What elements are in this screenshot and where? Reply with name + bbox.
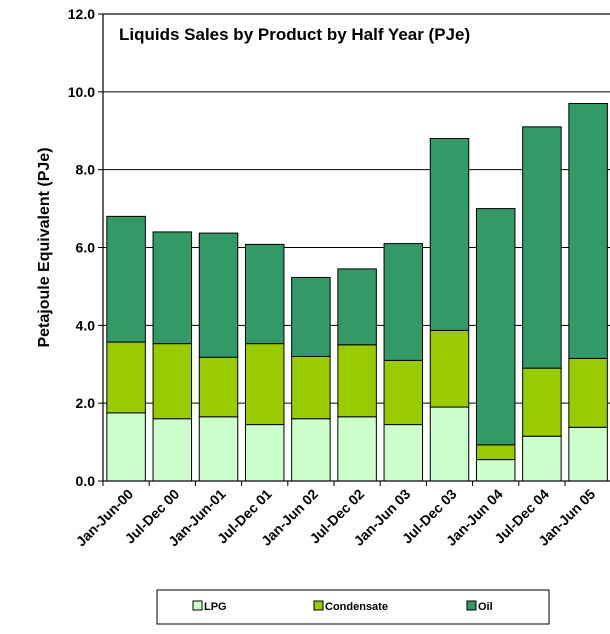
legend-label-lpg: LPG — [204, 601, 227, 613]
chart-title: Liquids Sales by Product by Half Year (P… — [119, 25, 470, 44]
bar-condensate-segment — [522, 367, 562, 437]
legend-label-oil: Oil — [478, 601, 493, 613]
y-tick-label: 10.0 — [68, 84, 95, 100]
bar-oil-segment — [383, 243, 424, 361]
bar-oil-segment — [475, 208, 516, 446]
bar-condensate-segment — [152, 343, 193, 420]
bar-oil-segment — [244, 243, 285, 345]
y-tick-label: 6.0 — [76, 240, 96, 256]
bar-condensate-segment — [106, 341, 146, 414]
bar-condensate-segment — [291, 355, 331, 420]
bar-condensate-segment — [244, 343, 285, 426]
bar-oil-segment — [568, 103, 608, 359]
bar-condensate-segment — [198, 356, 239, 418]
bar-condensate-segment — [429, 329, 470, 408]
bar-condensate-segment — [337, 344, 377, 418]
bar-lpg-segment — [475, 459, 516, 482]
bar-lpg-segment — [568, 426, 608, 482]
legend-swatch-lpg — [192, 600, 203, 611]
bar-lpg-segment — [429, 406, 470, 482]
bar-lpg-segment — [152, 418, 193, 482]
legend-box — [156, 589, 550, 625]
legend-swatch-oil — [466, 600, 477, 611]
legend-swatch-condensate — [313, 600, 324, 611]
bar-oil-segment — [291, 276, 331, 357]
bar-lpg-segment — [291, 418, 331, 482]
y-tick-label: 0.0 — [76, 473, 96, 489]
y-axis-ticks: 0.0 2.0 4.0 6.0 8.0 10.0 12.0 — [68, 6, 103, 489]
bar-oil-segment — [198, 232, 239, 358]
y-tick-label: 4.0 — [76, 317, 96, 333]
bar-lpg-segment — [198, 416, 239, 482]
bar-lpg-segment — [337, 416, 377, 482]
bar-oil-segment — [337, 268, 377, 346]
y-tick-label: 12.0 — [68, 6, 95, 22]
legend-label-condensate: Condensate — [325, 601, 388, 613]
bar-oil-segment — [106, 215, 146, 343]
bar-condensate-segment — [568, 357, 608, 428]
bar-condensate-segment — [383, 359, 424, 426]
bar-lpg-segment — [522, 435, 562, 482]
y-tick-label: 8.0 — [76, 162, 96, 178]
bar-oil-segment — [522, 126, 562, 369]
bar-oil-segment — [152, 231, 193, 345]
bar-lpg-segment — [383, 424, 424, 482]
bar-lpg-segment — [244, 424, 285, 482]
bar-condensate-segment — [475, 444, 516, 461]
bar-lpg-segment — [106, 412, 146, 482]
bar-oil-segment — [429, 138, 470, 331]
y-tick-label: 2.0 — [76, 395, 96, 411]
y-axis-label: Petajoule Equivalent (PJe) — [36, 147, 53, 347]
legend: LPG Condensate Oil — [156, 589, 550, 625]
bar-stacks — [106, 103, 608, 482]
